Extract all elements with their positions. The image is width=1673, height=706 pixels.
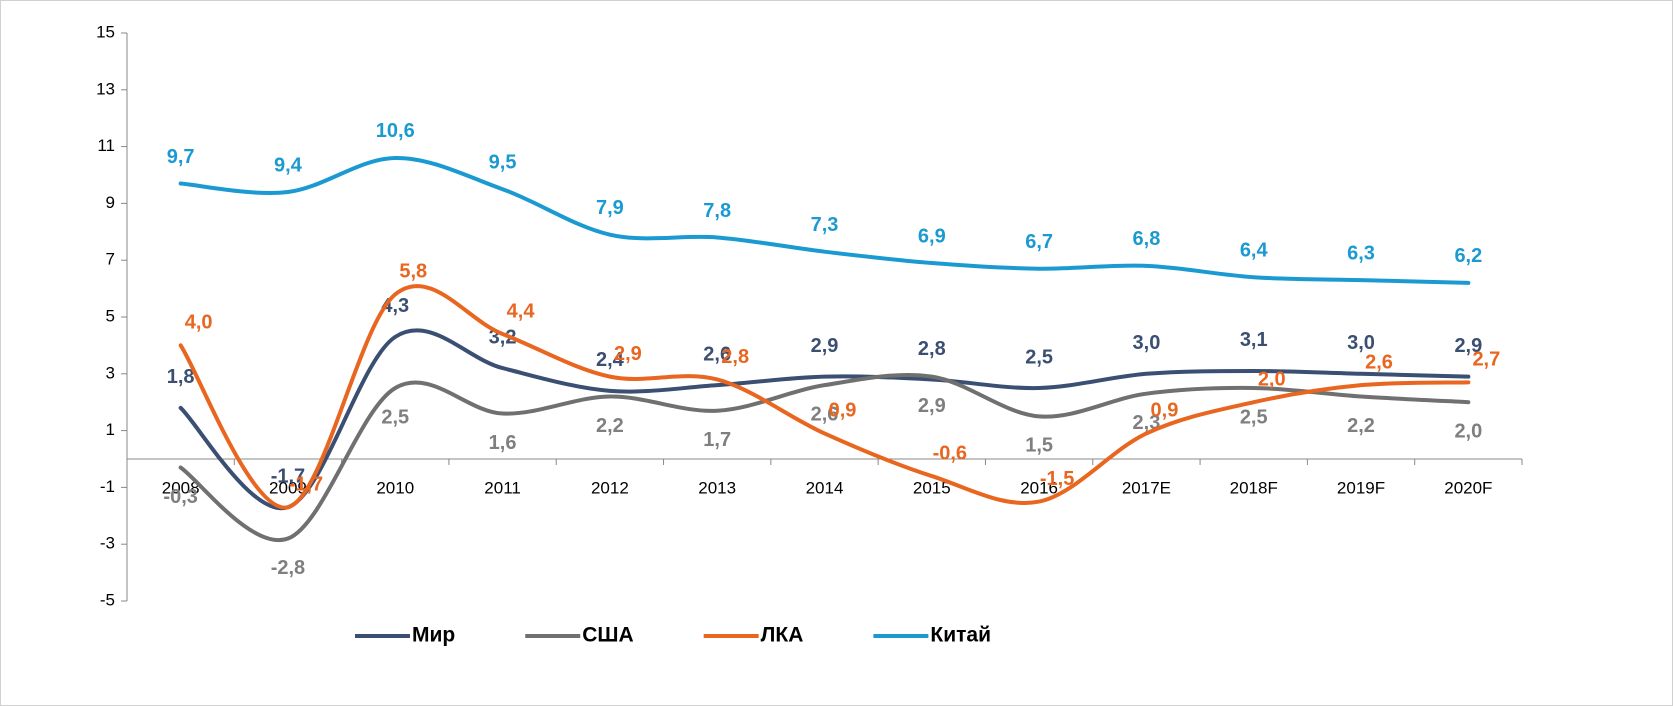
data-label: 2,2: [1347, 415, 1375, 437]
x-tick-label: 2008: [162, 478, 200, 497]
data-label: 0,9: [829, 400, 857, 422]
data-label: 2,5: [1025, 346, 1053, 368]
x-tick-label: 2012: [591, 478, 629, 497]
data-label: 7,3: [811, 214, 839, 236]
y-tick-label: -1: [100, 477, 115, 496]
data-label: 4,0: [185, 312, 213, 334]
data-label: 3,0: [1347, 332, 1375, 354]
data-label: 1,7: [703, 429, 731, 451]
x-tick-label: 2014: [806, 478, 844, 497]
x-tick-label: 2010: [376, 478, 414, 497]
data-label: 2,7: [1472, 349, 1500, 371]
data-label: 1,5: [1025, 435, 1053, 457]
data-label: 2,9: [918, 395, 946, 417]
x-tick-label: 2017E: [1122, 478, 1171, 497]
x-tick-label: 2016: [1020, 478, 1058, 497]
data-label: 9,5: [489, 151, 517, 173]
y-tick-label: -5: [100, 590, 115, 609]
data-label: 1,8: [167, 366, 195, 388]
data-label: 3,1: [1240, 329, 1268, 351]
x-tick-label: 2019F: [1337, 478, 1385, 497]
y-tick-label: -3: [100, 534, 115, 553]
x-tick-label: 2011: [484, 478, 521, 497]
data-label: 2,0: [1258, 368, 1286, 390]
data-label: 3,0: [1133, 332, 1161, 354]
data-label: 10,6: [376, 120, 415, 142]
data-label: 6,8: [1133, 228, 1161, 250]
data-label: 5,8: [399, 261, 427, 283]
data-label: -0,6: [933, 442, 967, 464]
y-tick-label: 11: [97, 136, 115, 155]
data-label: 2,9: [1454, 335, 1482, 357]
data-label: -2,8: [271, 557, 305, 579]
x-tick-label: 2020F: [1444, 478, 1492, 497]
legend-label: Китай: [930, 624, 991, 647]
legend-label: Мир: [412, 624, 455, 647]
data-label: 7,8: [703, 200, 731, 222]
series-line: [178, 155, 1471, 285]
series-line: [178, 328, 1471, 511]
series-line: [178, 373, 1471, 543]
data-label: -1,5: [1040, 468, 1074, 490]
y-tick-label: 13: [96, 79, 115, 98]
data-label: 4,4: [507, 300, 536, 322]
data-label: 6,9: [918, 225, 946, 247]
data-label: -1,7: [289, 474, 323, 496]
data-label: 2,4: [596, 349, 625, 371]
x-tick-label: 2015: [913, 478, 951, 497]
data-label: 9,7: [167, 146, 195, 168]
data-label: 6,2: [1454, 245, 1482, 267]
x-tick-label: 2013: [698, 478, 736, 497]
y-tick-label: 3: [106, 363, 115, 382]
y-tick-label: 9: [106, 193, 115, 212]
series-line: [178, 284, 1471, 510]
data-label: -1,7: [271, 466, 305, 488]
x-tick-label: 2018F: [1230, 478, 1278, 497]
data-label: 0,9: [1151, 400, 1179, 422]
data-label: 1,6: [489, 432, 517, 454]
y-tick-label: 7: [106, 250, 115, 269]
data-label: 6,7: [1025, 231, 1053, 253]
data-label: 7,9: [596, 197, 624, 219]
data-label: 2,8: [918, 338, 946, 360]
data-label: 2,8: [721, 346, 749, 368]
data-label: 2,9: [811, 335, 839, 357]
data-label: 2,6: [703, 343, 731, 365]
data-label: 6,4: [1240, 240, 1269, 262]
data-label: 2,2: [596, 415, 624, 437]
data-label: -0,3: [163, 486, 197, 508]
data-label: 2,0: [1454, 420, 1482, 442]
legend-label: ЛКА: [761, 624, 804, 647]
data-label: 2,9: [614, 343, 642, 365]
x-tick-label: 2009: [269, 478, 307, 497]
y-tick-label: 15: [96, 22, 115, 41]
data-label: 2,6: [811, 403, 839, 425]
data-label: 2,5: [1240, 406, 1268, 428]
y-tick-label: 1: [106, 420, 115, 439]
data-label: 6,3: [1347, 242, 1375, 264]
data-label: 2,6: [1365, 351, 1393, 373]
data-label: 9,4: [274, 154, 303, 176]
data-label: 2,5: [381, 406, 409, 428]
legend-label: США: [582, 624, 633, 647]
y-tick-label: 5: [106, 306, 115, 325]
